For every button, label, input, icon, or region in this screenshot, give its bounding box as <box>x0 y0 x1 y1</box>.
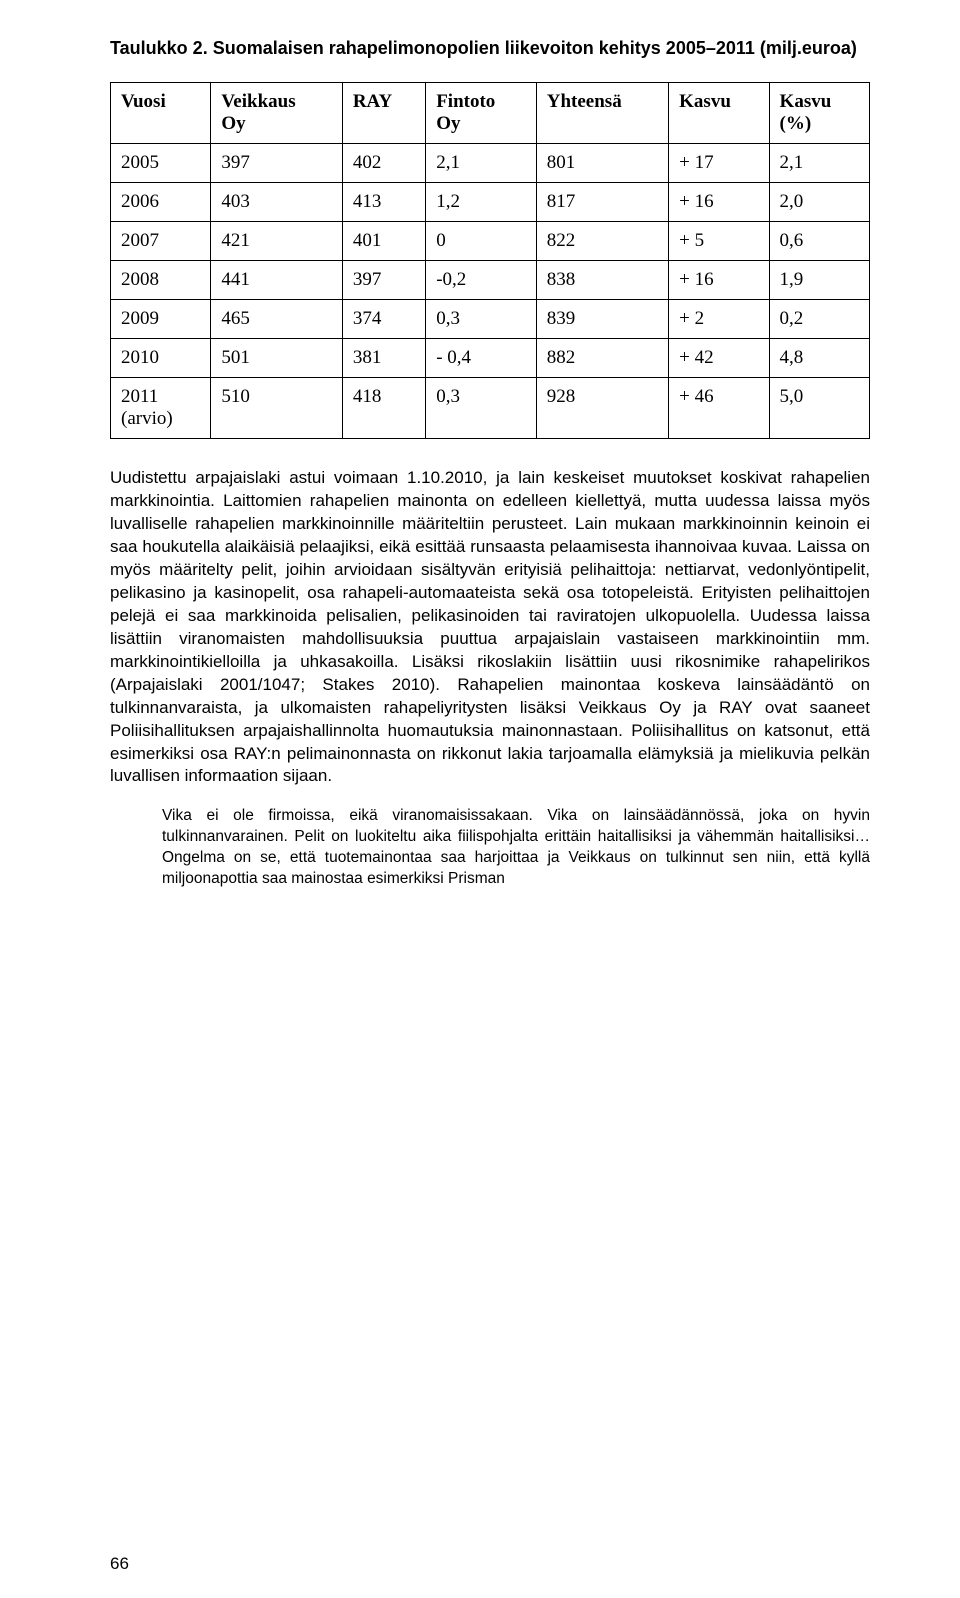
table-row: 2005 397 402 2,1 801 + 17 2,1 <box>111 144 870 183</box>
cell: 2008 <box>111 261 211 300</box>
cell: 4,8 <box>769 339 869 378</box>
col-header-fintoto: Fintoto Oy <box>426 83 537 144</box>
cell: 0,3 <box>426 300 537 339</box>
cell: 401 <box>342 222 425 261</box>
table-row: 2009 465 374 0,3 839 + 2 0,2 <box>111 300 870 339</box>
cell: 413 <box>342 183 425 222</box>
col-header-top: Fintoto <box>436 91 495 112</box>
page-number: 66 <box>110 1554 129 1574</box>
cell: 2007 <box>111 222 211 261</box>
cell: 838 <box>536 261 668 300</box>
cell: 501 <box>211 339 343 378</box>
col-header-top: Yhteensä <box>547 91 622 112</box>
data-table: Vuosi Veikkaus Oy RAY Fintoto Oy Yhteens… <box>110 82 870 439</box>
cell: 441 <box>211 261 343 300</box>
cell: 2006 <box>111 183 211 222</box>
cell: 2,1 <box>769 144 869 183</box>
table-header-row: Vuosi Veikkaus Oy RAY Fintoto Oy Yhteens… <box>111 83 870 144</box>
quote-paragraph: Vika ei ole firmoissa, eikä viranomaisis… <box>162 806 870 890</box>
cell: + 46 <box>669 378 769 439</box>
cell: + 17 <box>669 144 769 183</box>
col-header-bottom: (%) <box>780 113 859 135</box>
table-row: 2006 403 413 1,2 817 + 16 2,0 <box>111 183 870 222</box>
cell: + 2 <box>669 300 769 339</box>
cell: 2010 <box>111 339 211 378</box>
cell: 403 <box>211 183 343 222</box>
cell: 2,1 <box>426 144 537 183</box>
col-header-bottom: Oy <box>436 113 526 135</box>
table-row: 2010 501 381 - 0,4 882 + 42 4,8 <box>111 339 870 378</box>
cell: 1,2 <box>426 183 537 222</box>
cell: 801 <box>536 144 668 183</box>
cell: 0,6 <box>769 222 869 261</box>
col-header-ray: RAY <box>342 83 425 144</box>
cell: 1,9 <box>769 261 869 300</box>
cell: 0,2 <box>769 300 869 339</box>
cell: + 5 <box>669 222 769 261</box>
cell: 928 <box>536 378 668 439</box>
cell: 402 <box>342 144 425 183</box>
cell: 2,0 <box>769 183 869 222</box>
col-header-top: Veikkaus <box>221 91 295 112</box>
col-header-kasvu: Kasvu <box>669 83 769 144</box>
cell: + 42 <box>669 339 769 378</box>
col-header-top: Kasvu <box>679 91 731 112</box>
table-caption: Taulukko 2. Suomalaisen rahapelimonopoli… <box>110 36 870 60</box>
cell: 839 <box>536 300 668 339</box>
cell: 421 <box>211 222 343 261</box>
col-header-yhteensa: Yhteensä <box>536 83 668 144</box>
cell: 882 <box>536 339 668 378</box>
cell: 418 <box>342 378 425 439</box>
table-row: 2008 441 397 -0,2 838 + 16 1,9 <box>111 261 870 300</box>
page: Taulukko 2. Suomalaisen rahapelimonopoli… <box>0 0 960 1598</box>
cell: 2005 <box>111 144 211 183</box>
body-paragraph: Uudistettu arpajaislaki astui voimaan 1.… <box>110 467 870 788</box>
cell: 2009 <box>111 300 211 339</box>
cell: -0,2 <box>426 261 537 300</box>
col-header-kasvu-pct: Kasvu (%) <box>769 83 869 144</box>
cell: 0 <box>426 222 537 261</box>
cell: - 0,4 <box>426 339 537 378</box>
col-header-vuosi: Vuosi <box>111 83 211 144</box>
cell: 397 <box>211 144 343 183</box>
cell: 5,0 <box>769 378 869 439</box>
cell: 397 <box>342 261 425 300</box>
cell: 381 <box>342 339 425 378</box>
cell: 465 <box>211 300 343 339</box>
cell: 0,3 <box>426 378 537 439</box>
col-header-bottom: Oy <box>221 113 332 135</box>
cell: 2011 (arvio) <box>111 378 211 439</box>
col-header-top: Vuosi <box>121 91 166 112</box>
col-header-top: Kasvu <box>780 91 832 112</box>
col-header-top: RAY <box>353 91 392 112</box>
cell: 374 <box>342 300 425 339</box>
table-row: 2007 421 401 0 822 + 5 0,6 <box>111 222 870 261</box>
cell: + 16 <box>669 261 769 300</box>
cell: 817 <box>536 183 668 222</box>
cell: 510 <box>211 378 343 439</box>
cell: + 16 <box>669 183 769 222</box>
cell: 822 <box>536 222 668 261</box>
table-body: 2005 397 402 2,1 801 + 17 2,1 2006 403 4… <box>111 144 870 439</box>
col-header-veikkaus: Veikkaus Oy <box>211 83 343 144</box>
table-row: 2011 (arvio) 510 418 0,3 928 + 46 5,0 <box>111 378 870 439</box>
